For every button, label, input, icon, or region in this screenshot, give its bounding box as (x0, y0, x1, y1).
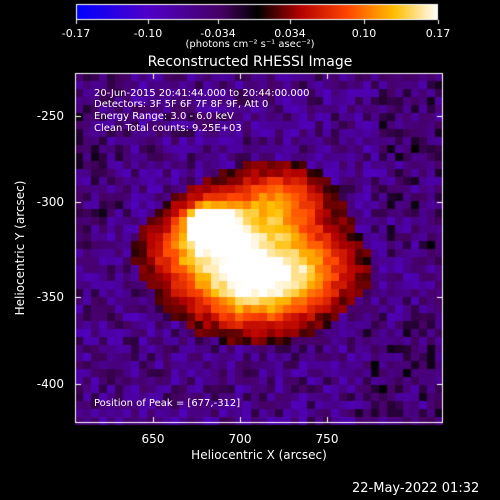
y-tick-label: -300 (36, 195, 64, 209)
colorbar-units: (photons cm⁻² s⁻¹ asec⁻²) (185, 39, 315, 50)
y-tick-label: -250 (36, 109, 64, 123)
annotation-peak: Position of Peak = [677,-312] (94, 398, 241, 409)
plot-title: Reconstructed RHESSI Image (147, 54, 353, 70)
colorbar-tick: 0.034 (274, 27, 306, 40)
footer-date: 22-May-2022 01:32 (352, 481, 480, 496)
x-tick-label: 700 (228, 432, 252, 446)
annotation-energy: Energy Range: 3.0 - 6.0 keV (94, 111, 234, 122)
colorbar-tick: 0.17 (425, 27, 451, 40)
x-tick-label: 650 (141, 432, 165, 446)
colorbar-tick: -0.17 (61, 27, 91, 40)
annotation-time-range: 20-Jun-2015 20:41:44.000 to 20:44:00.000 (94, 88, 310, 99)
colorbar-tick: 0.10 (351, 27, 377, 40)
x-tick-label: 750 (315, 432, 339, 446)
annotation-counts: Clean Total counts: 9.25E+03 (94, 123, 242, 134)
colorbar-tick: -0.10 (133, 27, 163, 40)
annotation-detectors: Detectors: 3F 5F 6F 7F 8F 9F, Att 0 (94, 99, 269, 110)
y-tick-label: -350 (36, 290, 64, 304)
colorbar-tick: -0.034 (200, 27, 236, 40)
y-axis-label: Heliocentric Y (arcsec) (13, 180, 27, 316)
x-axis-label: Heliocentric X (arcsec) (191, 448, 327, 462)
y-tick-label: -400 (36, 377, 64, 391)
